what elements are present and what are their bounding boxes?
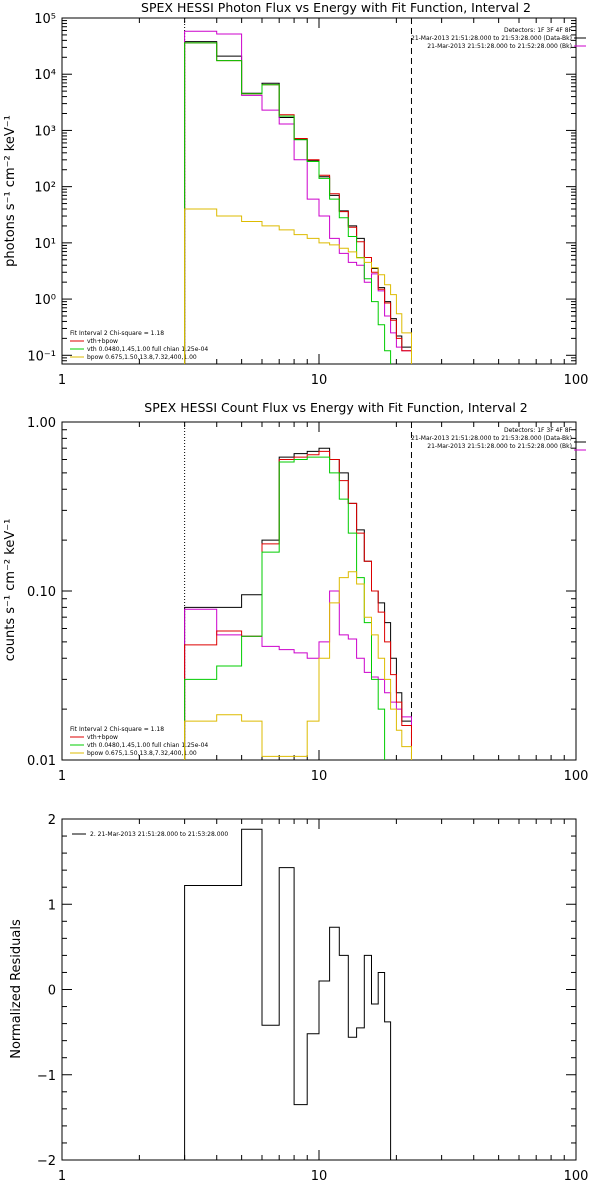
- series-group: [184, 828, 392, 1160]
- y-tick-label: −1: [37, 1069, 56, 1084]
- x-tick-label: 100: [564, 769, 589, 784]
- photon-flux-panel: SPEX HESSI Photon Flux vs Energy with Fi…: [3, 0, 589, 388]
- series-bpow-line: [184, 208, 412, 364]
- y-tick-label: 0.01: [27, 754, 56, 769]
- x-tick-label: 1: [58, 769, 66, 784]
- chart-title: SPEX HESSI Count Flux vs Energy with Fit…: [144, 400, 527, 415]
- y-tick-label: 1: [48, 898, 56, 913]
- legend-total-fit: vth+bpow: [87, 338, 118, 345]
- header-line-bk: 21-Mar-2013 21:51:28.000 to 21:52:28.000…: [427, 43, 572, 50]
- y-tick-label: 0.10: [27, 585, 56, 600]
- legend-bpow: bpow 0.675,1.50,13.8,7.32,400,1.00: [87, 354, 197, 361]
- series-bk-line: [184, 30, 412, 364]
- x-tick-label: 10: [311, 1169, 328, 1184]
- series-bpow-line: [184, 571, 412, 760]
- series-bk-line: [184, 590, 412, 760]
- y-axis-label: Normalized Residuals: [9, 919, 24, 1059]
- header-line-detectors: Detectors: 1F 3F 4F 8F: [504, 27, 573, 34]
- x-tick-label: 100: [564, 373, 589, 388]
- legend-vth: vth 0.0480,1.45,1.00 full chian 1.25e-04: [87, 742, 208, 749]
- header-line-bk: 21-Mar-2013 21:51:28.000 to 21:52:28.000…: [427, 443, 572, 450]
- y-tick-label: 10²: [34, 181, 56, 196]
- header-line-data: 21-Mar-2013 21:51:28.000 to 21:53:28.000…: [411, 35, 572, 42]
- count-flux-panel: SPEX HESSI Count Flux vs Energy with Fit…: [3, 400, 589, 784]
- y-axis-label: counts s⁻¹ cm⁻² keV⁻¹: [3, 519, 18, 662]
- plot-frame: [61, 17, 577, 365]
- series-vth-line: [184, 456, 386, 760]
- y-tick-label: 10⁰: [34, 293, 56, 308]
- legend-interval: 2. 21-Mar-2013 21:51:28.000 to 21:53:28.…: [90, 831, 228, 838]
- series-vth-line: [184, 42, 392, 364]
- series-group: [184, 30, 412, 364]
- legend: 2. 21-Mar-2013 21:51:28.000 to 21:53:28.…: [90, 831, 228, 838]
- legend-bpow: bpow 0.675,1.50,13.8,7.32,400,1.00: [87, 750, 197, 757]
- y-tick-label: 10¹: [34, 237, 56, 252]
- series-total-fit-line: [184, 450, 412, 760]
- x-tick-label: 100: [564, 1169, 589, 1184]
- y-tick-label: −2: [37, 1154, 56, 1169]
- series-data-line: [184, 828, 392, 1160]
- y-tick-label: 10³: [34, 124, 56, 139]
- x-tick-label: 1: [58, 1169, 66, 1184]
- residuals-panel: Normalized Residuals 2. 21-Mar-2013 21:5…: [9, 813, 589, 1184]
- legend-total-fit: vth+bpow: [87, 734, 118, 741]
- series-group: [184, 447, 412, 760]
- series-total-fit-line: [184, 42, 412, 364]
- header-block: Detectors: 1F 3F 4F 8F 21-Mar-2013 21:51…: [411, 27, 573, 50]
- legend: Fit Interval 2 Chi-square = 1.18 vth+bpo…: [70, 726, 208, 757]
- y-tick-label: 0: [48, 984, 56, 999]
- header-line-data: 21-Mar-2013 21:51:28.000 to 21:53:28.000…: [411, 435, 572, 442]
- y-tick-label: 10⁻¹: [27, 349, 56, 364]
- series-data-line: [184, 41, 412, 364]
- x-tick-label: 10: [311, 769, 328, 784]
- x-tick-label: 10: [311, 373, 328, 388]
- y-tick-label: 10⁴: [34, 68, 56, 83]
- legend-fit-info: Fit Interval 2 Chi-square = 1.18: [70, 726, 164, 733]
- x-tick-label: 1: [58, 373, 66, 388]
- header-line-detectors: Detectors: 1F 3F 4F 8F: [504, 427, 573, 434]
- chart-title: SPEX HESSI Photon Flux vs Energy with Fi…: [141, 0, 531, 15]
- legend: Fit Interval 2 Chi-square = 1.18 vth+bpo…: [70, 330, 208, 361]
- y-tick-label: 10⁵: [34, 12, 56, 27]
- y-axis-label: photons s⁻¹ cm⁻² keV⁻¹: [3, 115, 18, 267]
- legend-vth: vth 0.0480,1.45,1.00 full chian 1.25e-04: [87, 346, 208, 353]
- y-tick-label: 1.00: [27, 416, 56, 431]
- y-tick-label: 2: [48, 813, 56, 828]
- legend-fit-info: Fit Interval 2 Chi-square = 1.18: [70, 330, 164, 337]
- header-block: Detectors: 1F 3F 4F 8F 21-Mar-2013 21:51…: [411, 427, 573, 450]
